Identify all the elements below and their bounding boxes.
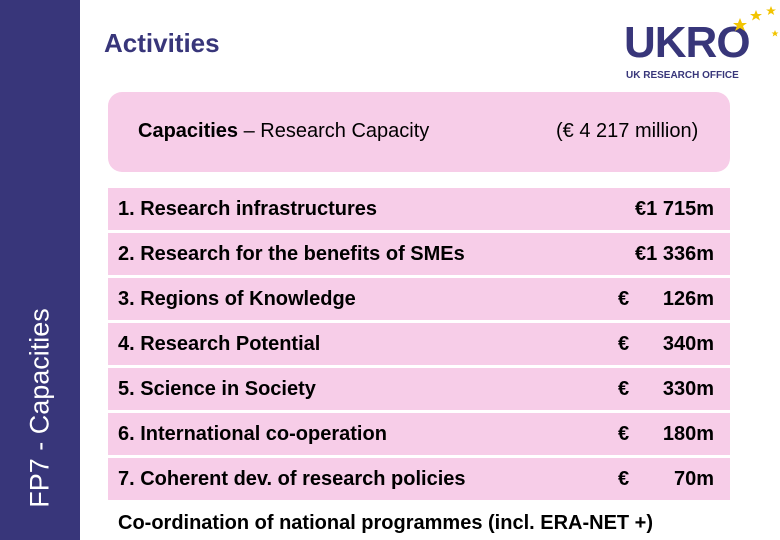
capacities-heading-bold: Capacities	[138, 120, 239, 142]
activity-value: 1 715m	[646, 198, 714, 220]
capacities-header-box	[108, 92, 730, 172]
stars-icon	[733, 6, 779, 37]
capacities-heading: Capacities – Research Capacity	[138, 120, 429, 143]
activity-currency: €	[618, 423, 630, 445]
activity-label: 7. Coherent dev. of research policies	[118, 468, 466, 490]
sidebar: FP7 - Capacities	[0, 0, 80, 540]
activity-label: 1. Research infrastructures	[118, 198, 378, 220]
activity-row: 4. Research Potential € 340m	[108, 323, 730, 365]
activity-currency: €	[618, 333, 630, 355]
activity-row: 3. Regions of Knowledge € 126m	[108, 278, 730, 320]
ukro-logo: UKRO UK RESEARCH OFFICE	[620, 4, 780, 84]
activity-row: 2. Research for the benefits of SMEs €1 …	[108, 233, 730, 275]
activity-currency: €	[618, 288, 630, 310]
logo-wordmark: UKRO	[624, 18, 751, 67]
activity-amount: €1 336m	[635, 243, 714, 266]
activity-currency: €	[635, 243, 647, 265]
activity-label: 6. International co-operation	[118, 423, 387, 445]
sidebar-label: FP7 - Capacities	[24, 308, 55, 508]
activity-label: 3. Regions of Knowledge	[118, 288, 356, 310]
logo-subtitle: UK RESEARCH OFFICE	[626, 70, 739, 81]
activity-label: 5. Science in Society	[118, 378, 316, 400]
activity-value: 330m	[662, 378, 714, 400]
activity-row: 6. International co-operation € 180m	[108, 413, 730, 455]
activity-currency: €	[635, 198, 647, 220]
activity-row: 1. Research infrastructures €1 715m	[108, 188, 730, 230]
page-title: Activities	[104, 28, 220, 58]
activity-value: 1 336m	[646, 243, 714, 265]
activity-row: 5. Science in Society € 330m	[108, 368, 730, 410]
capacities-total: (€ 4 217 million)	[556, 120, 699, 142]
activity-label: 4. Research Potential	[118, 333, 321, 355]
activity-currency: €	[618, 378, 630, 400]
activity-value: 180m	[662, 423, 714, 445]
activity-label: 2. Research for the benefits of SMEs	[118, 243, 465, 265]
capacities-heading-rest: – Research Capacity	[238, 120, 430, 142]
activity-currency: €	[618, 468, 630, 490]
footer-note: Co-ordination of national programmes (in…	[118, 512, 654, 534]
activity-amount: €1 715m	[635, 198, 714, 221]
activity-value: 340m	[662, 333, 714, 355]
activity-value: 126m	[662, 288, 714, 310]
activity-row: 7. Coherent dev. of research policies € …	[108, 458, 730, 500]
activity-value: 70m	[673, 468, 714, 490]
